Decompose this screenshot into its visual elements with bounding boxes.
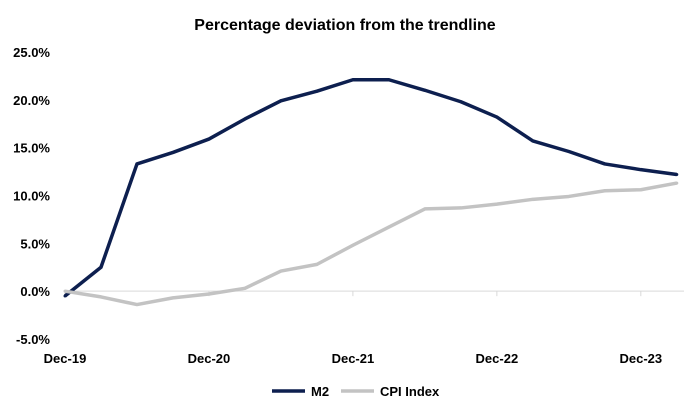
x-axis: Dec-19 Dec-20 Dec-21 Dec-22 Dec-23	[44, 290, 684, 366]
data-point-m2	[135, 162, 139, 166]
y-tick-label: 0.0%	[20, 284, 50, 299]
data-point-cpi-index	[675, 181, 679, 185]
legend-label-cpi-index: CPI Index	[380, 384, 440, 399]
y-tick-label: -5.0%	[16, 332, 50, 347]
legend: M2 CPI Index	[272, 384, 440, 399]
series-lines	[63, 77, 679, 307]
data-point-cpi-index	[423, 207, 427, 211]
data-point-m2	[639, 168, 643, 172]
data-point-cpi-index	[531, 197, 535, 201]
data-point-cpi-index	[207, 292, 211, 296]
legend-label-m2: M2	[311, 384, 329, 399]
series-line-m2	[63, 77, 678, 298]
data-point-cpi-index	[279, 269, 283, 273]
x-tick-label: Dec-23	[619, 351, 662, 366]
y-tick-label: 5.0%	[20, 236, 50, 251]
data-point-cpi-index	[243, 286, 247, 290]
data-point-m2	[531, 139, 535, 143]
data-point-m2	[99, 265, 103, 269]
x-tick-label: Dec-19	[44, 351, 87, 366]
data-point-cpi-index	[171, 296, 175, 300]
data-point-cpi-index	[351, 243, 355, 247]
data-point-cpi-index	[315, 262, 319, 266]
chart-title: Percentage deviation from the trendline	[194, 17, 496, 34]
data-point-m2	[63, 294, 67, 298]
data-point-cpi-index	[459, 206, 463, 210]
data-point-m2	[207, 137, 211, 141]
data-point-m2	[603, 162, 607, 166]
data-point-cpi-index	[567, 194, 571, 198]
data-point-m2	[495, 115, 499, 119]
data-point-m2	[315, 89, 319, 93]
data-point-cpi-index	[135, 303, 139, 307]
y-axis-ticks: -5.0% 0.0% 5.0% 10.0% 15.0% 20.0% 25.0%	[13, 45, 50, 347]
y-tick-label: 25.0%	[13, 45, 50, 60]
data-point-m2	[279, 99, 283, 103]
data-point-cpi-index	[603, 189, 607, 193]
data-point-m2	[423, 88, 427, 92]
series-line-cpi-index	[64, 181, 678, 307]
data-point-m2	[171, 150, 175, 154]
data-point-cpi-index	[639, 188, 643, 192]
data-point-m2	[675, 172, 679, 176]
x-tick-label: Dec-22	[476, 351, 519, 366]
y-tick-label: 10.0%	[13, 189, 50, 204]
data-point-m2	[387, 78, 391, 82]
data-point-m2	[567, 149, 571, 153]
y-tick-label: 15.0%	[13, 141, 50, 156]
data-point-cpi-index	[387, 225, 391, 229]
data-point-m2	[459, 100, 463, 104]
data-point-m2	[351, 78, 355, 82]
x-tick-label: Dec-20	[188, 351, 231, 366]
data-point-cpi-index	[63, 289, 67, 293]
data-point-cpi-index	[99, 295, 103, 299]
y-tick-label: 20.0%	[13, 93, 50, 108]
data-point-cpi-index	[495, 202, 499, 206]
x-tick-label: Dec-21	[332, 351, 375, 366]
data-point-m2	[243, 117, 247, 121]
